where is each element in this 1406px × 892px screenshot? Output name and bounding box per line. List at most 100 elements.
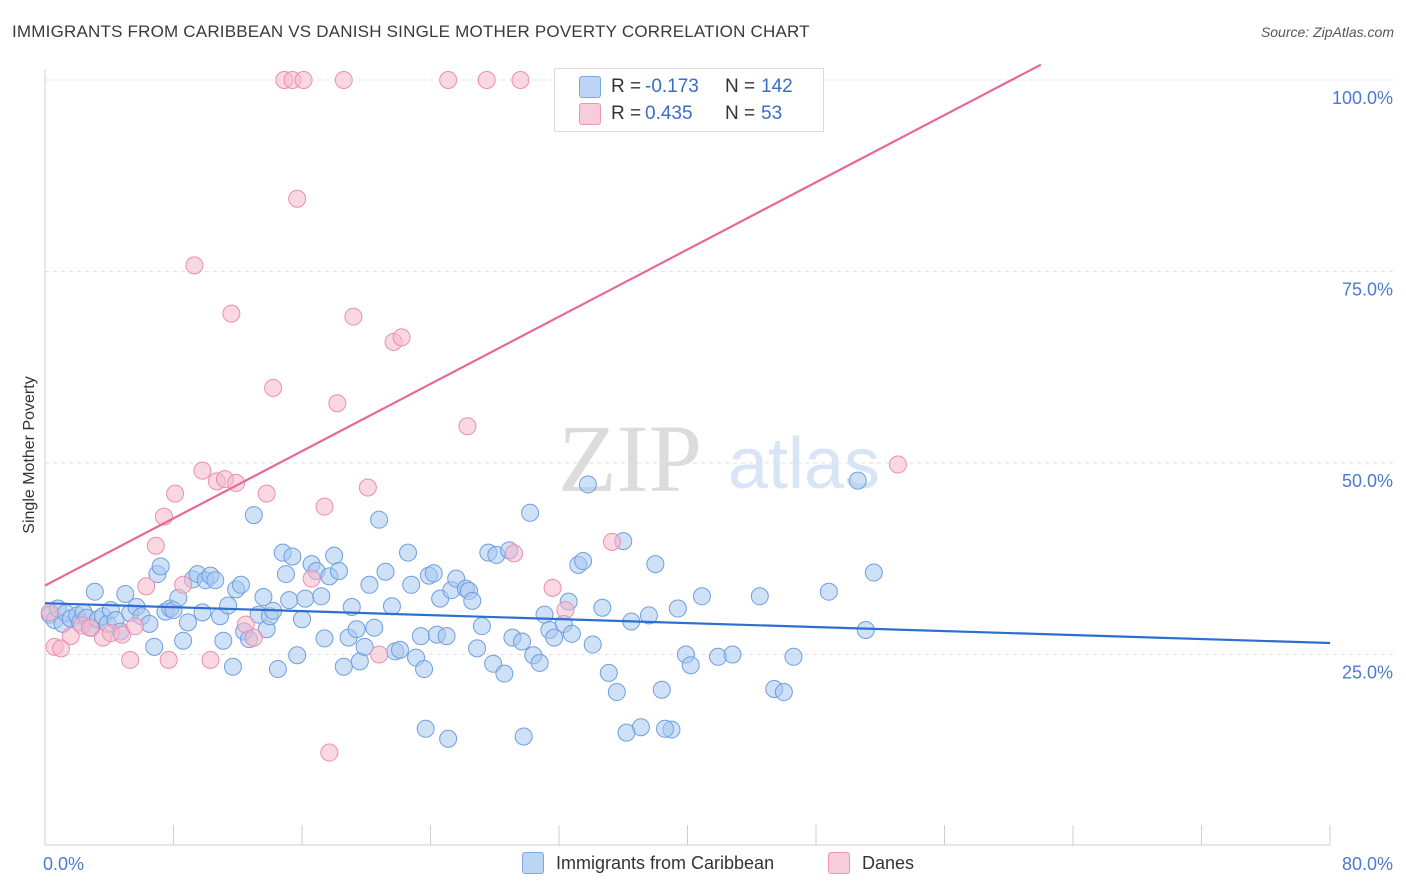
point-danes [174,575,193,594]
y-tick-label: 100.0% [1332,88,1393,108]
point-danes [288,189,307,208]
point-caribbean [223,657,242,676]
point-caribbean [599,663,618,682]
legend-row-caribbean: R = -0.173 N = 142 [579,74,793,100]
point-caribbean [723,645,742,664]
x-tick-label: 80.0% [1342,854,1393,874]
series-legend-label-caribbean: Immigrants from Caribbean [556,852,775,873]
point-danes [888,455,907,474]
point-caribbean [652,680,671,699]
point-caribbean [399,543,418,562]
point-caribbean [370,510,389,529]
point-caribbean [521,503,540,522]
point-danes [358,478,377,497]
chart-source: Source: ZipAtlas.com [1260,24,1394,40]
point-caribbean [774,683,793,702]
point-caribbean [193,603,212,622]
y-axis-label: Single Mother Poverty [21,376,38,533]
point-caribbean [562,624,581,643]
legend-r-value: -0.173 [645,76,699,97]
trend-line-danes [44,63,1042,587]
point-caribbean [293,610,311,629]
axes [44,70,1331,846]
legend-n-value: 142 [761,76,793,97]
point-caribbean [174,631,193,650]
point-caribbean [382,597,401,616]
point-danes [505,544,524,563]
point-caribbean [288,646,307,665]
point-danes [201,650,220,669]
point-danes [121,650,140,669]
point-caribbean [365,618,384,637]
point-danes [52,639,71,658]
point-caribbean [530,653,549,672]
point-caribbean [411,627,430,646]
point-caribbean [668,599,687,618]
point-caribbean [219,596,238,615]
point-caribbean [283,547,302,566]
point-caribbean [415,660,434,679]
point-danes [458,417,477,436]
y-tick-label: 50.0% [1342,471,1393,491]
point-caribbean [692,587,711,606]
point-caribbean [750,587,769,606]
point-caribbean [639,606,658,625]
legend-n-value: 53 [761,103,783,124]
point-caribbean [145,637,164,656]
point-danes [193,461,212,480]
point-danes [113,625,132,644]
point-caribbean [329,562,348,581]
legend-r-label: R = [611,103,642,124]
point-danes [166,484,185,503]
point-danes [80,618,99,637]
legend-n-label: N = [725,76,756,97]
point-danes [137,577,156,596]
point-danes [40,603,59,622]
series-legend-caribbean: Immigrants from Caribbean [522,852,774,874]
series-legend-danes: Danes [828,852,914,874]
watermark-atlas: atlas [728,424,880,504]
point-caribbean [583,635,602,654]
trend-line-caribbean [44,602,1331,645]
point-caribbean [214,631,233,650]
point-danes [146,536,165,555]
point-danes [392,328,411,347]
point-caribbean [545,628,564,647]
point-danes [603,532,622,551]
point-caribbean [206,571,225,590]
point-danes [236,615,255,634]
legend-n-label: N = [725,103,756,124]
legend-r-label: R = [611,76,642,97]
chart-title: IMMIGRANTS FROM CARIBBEAN VS DANISH SING… [12,22,810,41]
y-tick-label: 25.0% [1342,663,1393,683]
point-danes [61,627,80,646]
point-caribbean [593,598,612,617]
point-caribbean [178,613,197,632]
legend-row-danes: R = 0.435 N = 53 [579,101,782,127]
point-caribbean [463,591,482,610]
point-caribbean [347,620,366,639]
point-caribbean [325,546,344,565]
series-danes-points [40,71,907,762]
watermark: ZIP atlas [558,405,880,512]
point-caribbean [254,588,273,607]
point-danes [257,484,276,503]
point-danes [344,307,363,326]
point-caribbean [116,584,135,603]
point-caribbean [416,719,435,738]
point-caribbean [437,627,456,646]
point-caribbean [342,598,361,617]
point-danes [511,71,530,89]
point-caribbean [784,647,803,666]
legend-swatch-caribbean [579,76,601,98]
point-caribbean [513,632,532,651]
point-caribbean [864,563,883,582]
point-danes [320,743,339,762]
point-caribbean [472,617,491,636]
point-danes [185,256,204,275]
series-legend-swatch-danes [828,852,850,874]
point-caribbean [646,555,665,574]
point-caribbean [360,575,379,594]
point-danes [294,71,313,89]
tick-labels: 25.0% 50.0% 75.0% 100.0% 0.0% 80.0% [43,88,1393,874]
